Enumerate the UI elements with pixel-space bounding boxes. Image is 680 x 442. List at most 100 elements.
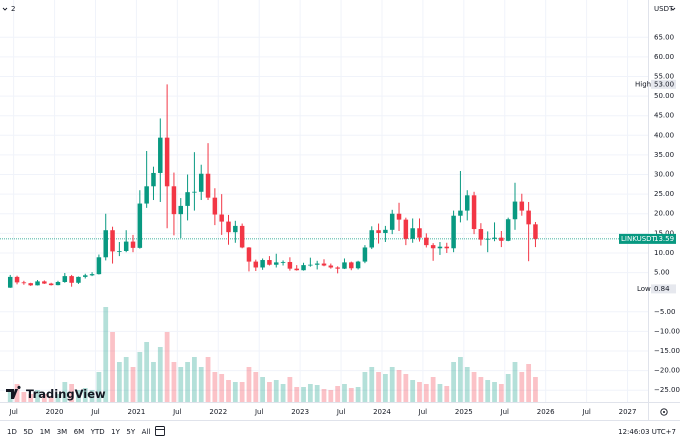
volume-bar: [96, 372, 102, 402]
low-marker: [651, 284, 676, 294]
y-tick-label: 35.00: [654, 151, 674, 159]
volume-bar: [423, 384, 429, 402]
volume-bar: [267, 382, 272, 402]
candle-body: [151, 172, 156, 187]
y-tick-label: −15.00: [654, 347, 680, 355]
candle-body: [219, 214, 224, 222]
candle-body: [62, 276, 68, 282]
high-label: High: [635, 80, 651, 88]
volume-bar: [273, 380, 279, 402]
timeframe-button[interactable]: 1D: [7, 428, 17, 436]
volume-bar: [396, 370, 402, 402]
timeframe-button[interactable]: All: [142, 428, 151, 436]
candle-body: [137, 203, 143, 248]
volume-bar: [185, 362, 190, 402]
volume-bar: [103, 307, 109, 402]
timeframe-button[interactable]: 5Y: [126, 428, 135, 436]
timeframe-button[interactable]: 6M: [74, 428, 85, 436]
candle-body: [130, 241, 136, 248]
candle-body: [28, 283, 33, 286]
candle-body: [362, 247, 368, 262]
candle-body: [349, 262, 354, 269]
plot-area: [0, 0, 648, 402]
candle-body: [464, 195, 470, 211]
volume-bar: [512, 362, 518, 402]
volume-bar: [7, 390, 13, 402]
timeframe-button[interactable]: 1Y: [111, 428, 120, 436]
volume-bar: [110, 332, 115, 402]
timeframe-button[interactable]: 1M: [40, 428, 51, 436]
volume-bar: [260, 377, 265, 402]
y-tick-label: 40.00: [654, 131, 674, 139]
volume-bar: [321, 389, 327, 402]
volume-bar: [533, 377, 538, 402]
volume-bar: [192, 357, 197, 402]
symbol-box[interactable]: 2: [2, 5, 15, 13]
timeframe-button[interactable]: 5D: [23, 428, 33, 436]
candle-body: [42, 281, 47, 284]
volume-bar: [246, 367, 252, 402]
candle-body: [417, 228, 422, 238]
candle-body: [239, 225, 245, 248]
candle-body: [471, 195, 477, 230]
candle-body: [103, 230, 108, 258]
volume-bar: [232, 382, 238, 402]
x-tick-label: 2024: [373, 408, 391, 416]
volume-bar: [417, 382, 422, 402]
timeframe-button[interactable]: YTD: [90, 428, 105, 436]
candle-body: [369, 230, 374, 248]
last-price-marker: [619, 233, 676, 244]
volume-bar: [253, 372, 259, 402]
candle-body: [499, 237, 504, 241]
timeframe-button[interactable]: 3M: [57, 428, 68, 436]
volume-bar: [89, 390, 95, 402]
chevron-icon: [670, 7, 676, 11]
volume-bar: [389, 367, 395, 402]
candle-body: [383, 229, 388, 233]
candle-body: [253, 261, 259, 268]
candle-body: [123, 241, 129, 252]
volume-bar: [137, 352, 143, 402]
x-tick-label: Jul: [254, 408, 264, 416]
y-tick-label: 10.00: [654, 249, 674, 257]
volume-bar: [157, 347, 163, 402]
volume-bar: [444, 386, 450, 402]
candle-body: [21, 282, 27, 284]
candle-body: [117, 251, 122, 252]
currency-selector[interactable]: USDT: [654, 5, 676, 13]
x-tick-label: 2023: [291, 408, 309, 416]
gear-icon-center: [663, 411, 665, 413]
candle-body: [512, 201, 518, 220]
volume-bar: [76, 390, 81, 402]
x-tick-label: Jul: [336, 408, 346, 416]
volume-bar: [21, 392, 27, 402]
candle-body: [519, 201, 525, 211]
settings-button[interactable]: [660, 408, 668, 416]
volume-bar: [116, 362, 122, 402]
candle-body: [171, 186, 177, 215]
low-value: 0.84: [654, 285, 670, 293]
candle-body: [389, 213, 395, 230]
date-range-button[interactable]: [155, 426, 165, 436]
volume-bar: [301, 387, 306, 402]
volume-bar: [498, 384, 504, 402]
candle-body: [280, 261, 286, 263]
candle-body: [526, 210, 531, 225]
calendar-icon: [155, 426, 165, 436]
volume-bar: [28, 394, 34, 402]
candle-body: [212, 197, 218, 215]
volume-bar: [505, 374, 511, 402]
volume-bar: [212, 372, 218, 402]
candle-body: [233, 225, 238, 233]
x-tick-label: Jul: [90, 408, 100, 416]
volume-bar: [464, 367, 470, 402]
x-tick-label: 2020: [46, 408, 64, 416]
candle-body: [321, 263, 327, 266]
y-tick-label: 60.00: [654, 53, 674, 61]
volume-bar: [294, 387, 300, 402]
x-tick-label: 2021: [128, 408, 146, 416]
volume-bar: [226, 380, 231, 402]
candle-body: [76, 276, 81, 283]
candle-body: [110, 230, 115, 252]
